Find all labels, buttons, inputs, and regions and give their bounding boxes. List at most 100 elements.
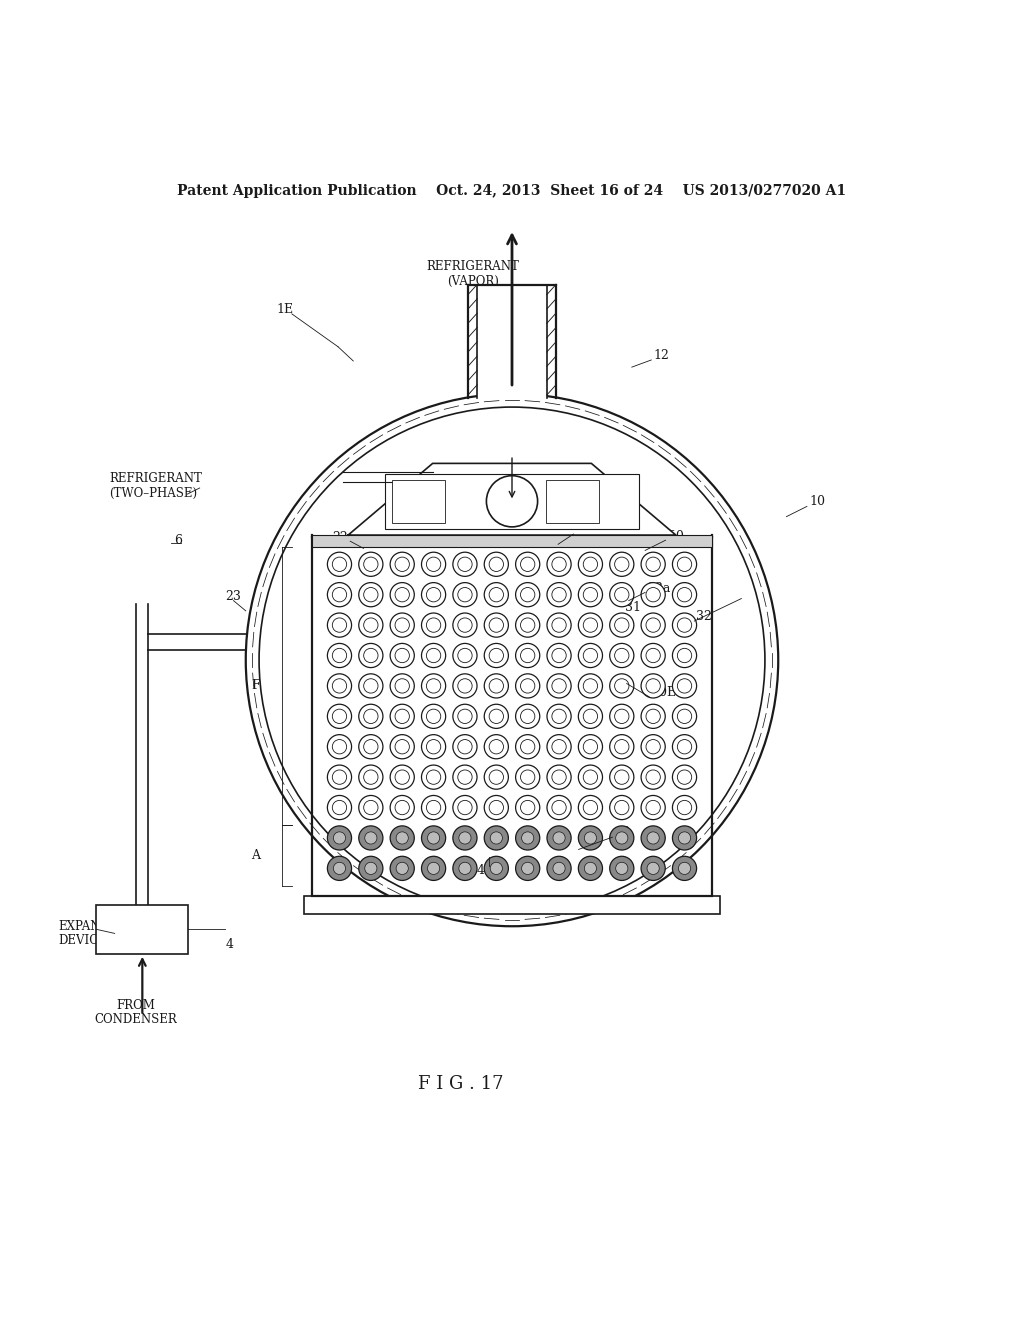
Circle shape bbox=[358, 582, 383, 607]
Bar bbox=[312, 537, 712, 895]
Text: 30E: 30E bbox=[651, 686, 677, 700]
Circle shape bbox=[679, 862, 690, 874]
Circle shape bbox=[673, 673, 696, 698]
Circle shape bbox=[453, 643, 477, 668]
Bar bbox=[312, 535, 712, 548]
Circle shape bbox=[579, 735, 602, 759]
Circle shape bbox=[641, 735, 666, 759]
Circle shape bbox=[609, 673, 634, 698]
Circle shape bbox=[358, 826, 383, 850]
Circle shape bbox=[641, 857, 666, 880]
Text: DEVICE: DEVICE bbox=[58, 935, 108, 946]
Circle shape bbox=[422, 857, 445, 880]
Text: Patent Application Publication    Oct. 24, 2013  Sheet 16 of 24    US 2013/02770: Patent Application Publication Oct. 24, … bbox=[177, 183, 847, 198]
Circle shape bbox=[547, 826, 571, 850]
Circle shape bbox=[673, 582, 696, 607]
Circle shape bbox=[484, 705, 508, 729]
Circle shape bbox=[328, 582, 351, 607]
Circle shape bbox=[390, 612, 415, 638]
Circle shape bbox=[453, 673, 477, 698]
Circle shape bbox=[390, 826, 415, 850]
Circle shape bbox=[579, 857, 602, 880]
Circle shape bbox=[484, 796, 508, 820]
Circle shape bbox=[579, 826, 602, 850]
Circle shape bbox=[579, 796, 602, 820]
Circle shape bbox=[547, 582, 571, 607]
Circle shape bbox=[547, 705, 571, 729]
Circle shape bbox=[609, 826, 634, 850]
Circle shape bbox=[358, 857, 383, 880]
Bar bbox=[96, 904, 188, 954]
Bar bbox=[546, 479, 599, 523]
Circle shape bbox=[641, 705, 666, 729]
Circle shape bbox=[390, 582, 415, 607]
Text: CONDENSER: CONDENSER bbox=[95, 1012, 177, 1026]
Text: 40E: 40E bbox=[477, 865, 502, 878]
Circle shape bbox=[459, 832, 471, 843]
Circle shape bbox=[579, 705, 602, 729]
Text: 1E: 1E bbox=[276, 304, 294, 317]
Circle shape bbox=[422, 673, 445, 698]
Circle shape bbox=[259, 407, 765, 913]
Circle shape bbox=[484, 857, 508, 880]
Text: 6: 6 bbox=[174, 533, 182, 546]
Circle shape bbox=[521, 832, 534, 843]
Text: (TWO–PHASE): (TWO–PHASE) bbox=[110, 487, 198, 499]
Text: F: F bbox=[252, 680, 260, 693]
Circle shape bbox=[390, 857, 415, 880]
Circle shape bbox=[396, 862, 409, 874]
Text: 43: 43 bbox=[614, 825, 631, 838]
Circle shape bbox=[585, 832, 597, 843]
Text: 4: 4 bbox=[225, 939, 233, 952]
Circle shape bbox=[453, 735, 477, 759]
Text: 50: 50 bbox=[668, 529, 684, 543]
Bar bbox=[392, 479, 445, 523]
Circle shape bbox=[358, 643, 383, 668]
Text: 21: 21 bbox=[470, 512, 486, 525]
Circle shape bbox=[516, 857, 540, 880]
Circle shape bbox=[390, 643, 415, 668]
Circle shape bbox=[641, 766, 666, 789]
Circle shape bbox=[579, 766, 602, 789]
Circle shape bbox=[579, 612, 602, 638]
Circle shape bbox=[358, 735, 383, 759]
Circle shape bbox=[422, 735, 445, 759]
Circle shape bbox=[609, 735, 634, 759]
Bar bbox=[477, 285, 547, 399]
Circle shape bbox=[516, 643, 540, 668]
Circle shape bbox=[453, 796, 477, 820]
Circle shape bbox=[334, 862, 345, 874]
Circle shape bbox=[358, 766, 383, 789]
Circle shape bbox=[422, 796, 445, 820]
Circle shape bbox=[641, 673, 666, 698]
Bar bbox=[385, 474, 639, 529]
Circle shape bbox=[484, 673, 508, 698]
Circle shape bbox=[516, 705, 540, 729]
Circle shape bbox=[579, 582, 602, 607]
Circle shape bbox=[547, 796, 571, 820]
Text: F I G . 17: F I G . 17 bbox=[418, 1074, 504, 1093]
Circle shape bbox=[427, 832, 439, 843]
Circle shape bbox=[453, 552, 477, 577]
Circle shape bbox=[609, 582, 634, 607]
Circle shape bbox=[673, 857, 696, 880]
Circle shape bbox=[358, 612, 383, 638]
Text: EXPANSION: EXPANSION bbox=[58, 920, 133, 933]
Text: 21a: 21a bbox=[496, 512, 518, 525]
Circle shape bbox=[328, 673, 351, 698]
Circle shape bbox=[484, 735, 508, 759]
Circle shape bbox=[453, 582, 477, 607]
Circle shape bbox=[328, 796, 351, 820]
Text: 22a: 22a bbox=[332, 531, 355, 544]
Circle shape bbox=[547, 643, 571, 668]
Text: REFRIGERANT: REFRIGERANT bbox=[110, 473, 203, 486]
Circle shape bbox=[484, 643, 508, 668]
Circle shape bbox=[422, 552, 445, 577]
Circle shape bbox=[641, 582, 666, 607]
Circle shape bbox=[453, 766, 477, 789]
Text: DEVICE: DEVICE bbox=[119, 935, 166, 945]
Bar bbox=[304, 895, 720, 913]
Circle shape bbox=[390, 673, 415, 698]
Text: 23: 23 bbox=[225, 590, 242, 603]
Circle shape bbox=[334, 832, 345, 843]
